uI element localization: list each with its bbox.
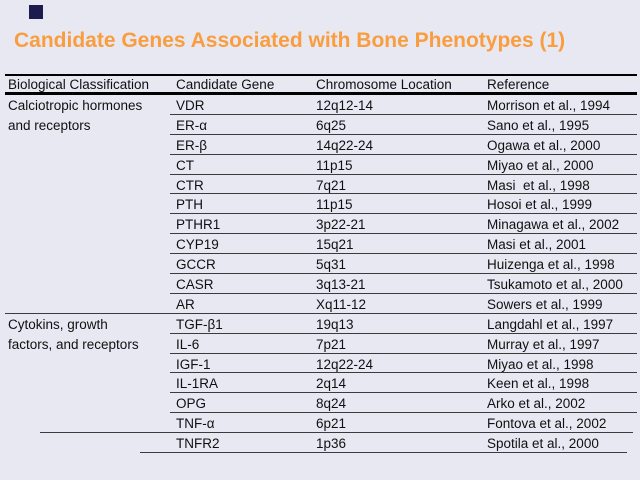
reference-cell: Masi et al., 2001 <box>487 237 587 253</box>
table-row: CYP19 15q21 Masi et al., 2001 <box>5 234 637 255</box>
reference-cell: Murray et al., 1997 <box>487 336 600 352</box>
candidate-gene-cell: CASR <box>176 277 214 293</box>
candidate-gene-cell: PTH <box>176 197 203 213</box>
table-row: IL-1RA 2q14 Keen et al., 1998 <box>5 373 637 394</box>
candidate-gene-cell: VDR <box>176 98 205 113</box>
column-header-candidate-gene: Candidate Gene <box>176 77 275 92</box>
column-header-biological-classification: Biological Classification <box>8 77 150 92</box>
table-row: CTR 7q21 Masi et al., 1998 <box>5 175 637 195</box>
candidate-gene-cell: AR <box>176 296 195 312</box>
chromosome-location-cell: Xq11-12 <box>316 296 367 312</box>
chromosome-location-cell: 11p15 <box>316 197 353 213</box>
table-row: IGF-1 12q22-24 Miyao et al., 1998 <box>5 354 637 374</box>
chromosome-location-cell: 6q25 <box>316 117 347 133</box>
column-header-reference: Reference <box>487 77 550 92</box>
chromosome-location-cell: 11p15 <box>316 157 353 173</box>
classification-label-cytokins: Cytokins, growth factors, and receptors <box>8 315 139 355</box>
candidate-gene-cell: IL-6 <box>176 336 200 352</box>
candidate-gene-cell: TNFR2 <box>176 436 220 452</box>
table-row: VDR 12q12-14 Morrison et al., 1994 <box>5 95 637 115</box>
reference-cell: Tsukamoto et al., 2000 <box>487 277 623 293</box>
candidate-gene-cell: CT <box>176 157 194 173</box>
slide-title: Candidate Genes Associated with Bone Phe… <box>14 29 566 52</box>
chromosome-location-cell: 3p22-21 <box>316 217 366 233</box>
candidate-gene-cell: TGF-β1 <box>176 316 223 332</box>
reference-cell: Hosoi et al., 1999 <box>487 197 593 213</box>
chromosome-location-cell: 1p36 <box>316 436 347 452</box>
candidate-gene-cell: OPG <box>176 396 207 412</box>
table-row: TNFR2 1p36 Spotila et al., 2000 <box>5 433 637 453</box>
reference-cell: Masi et al., 1998 <box>487 177 590 193</box>
candidate-gene-cell: PTHR1 <box>176 217 221 233</box>
table-row: PTH 11p15 Hosoi et al., 1999 <box>5 194 637 215</box>
chromosome-location-cell: 7p21 <box>316 336 347 352</box>
reference-cell: Spotila et al., 2000 <box>487 436 599 452</box>
candidate-gene-cell: ER-α <box>176 117 208 133</box>
chromosome-location-cell: 6p21 <box>316 416 347 432</box>
chromosome-location-cell: 2q14 <box>316 376 347 392</box>
classification-line: and receptors <box>8 117 91 133</box>
reference-cell: Sano et al., 1995 <box>487 117 590 133</box>
chromosome-location-cell: 8q24 <box>316 396 347 412</box>
reference-cell: Arko et al., 2002 <box>487 396 586 412</box>
classification-line: Calciotropic hormones <box>8 98 143 113</box>
table-row: AR Xq11-12 Sowers et al., 1999 <box>5 294 637 314</box>
reference-cell: Ogawa et al., 2000 <box>487 137 601 153</box>
reference-cell: Langdahl et al., 1997 <box>487 316 614 332</box>
chromosome-location-cell: 7q21 <box>316 177 347 193</box>
chromosome-location-cell: 5q31 <box>316 257 347 273</box>
chromosome-location-cell: 15q21 <box>316 237 354 253</box>
chromosome-location-cell: 12q12-14 <box>316 98 374 113</box>
table-row: ER-α 6q25 Sano et al., 1995 <box>5 115 637 135</box>
candidate-gene-cell: CTR <box>176 177 204 193</box>
table-header-row: Biological Classification Candidate Gene… <box>5 74 637 95</box>
candidate-genes-table: Biological Classification Candidate Gene… <box>5 74 637 453</box>
chromosome-location-cell: 12q22-24 <box>316 356 374 372</box>
candidate-gene-cell: ER-β <box>176 137 208 153</box>
table-row: TGF-β1 19q13 Langdahl et al., 1997 <box>5 314 637 334</box>
reference-cell: Minagawa et al., 2002 <box>487 217 620 233</box>
reference-cell: Miyao et al., 1998 <box>487 356 594 372</box>
chromosome-location-cell: 19q13 <box>316 316 354 332</box>
reference-cell: Sowers et al., 1999 <box>487 296 603 312</box>
table-row: CASR 3q13-21 Tsukamoto et al., 2000 <box>5 274 637 294</box>
reference-cell: Huizenga et al., 1998 <box>487 257 615 273</box>
table-row: CT 11p15 Miyao et al., 2000 <box>5 155 637 175</box>
table-row: PTHR1 3p22-21 Minagawa et al., 2002 <box>5 214 637 235</box>
classification-line: Cytokins, growth <box>8 317 108 332</box>
candidate-gene-cell: TNF-α <box>176 416 215 432</box>
candidate-gene-cell: IGF-1 <box>176 356 211 372</box>
reference-cell: Morrison et al., 1994 <box>487 98 611 113</box>
chromosome-location-cell: 3q13-21 <box>316 277 366 293</box>
table-row: GCCR 5q31 Huizenga et al., 1998 <box>5 254 637 274</box>
candidate-gene-cell: CYP19 <box>176 237 219 253</box>
candidate-gene-cell: IL-1RA <box>176 376 219 392</box>
candidate-gene-cell: GCCR <box>176 257 216 273</box>
classification-line: factors, and receptors <box>8 336 139 352</box>
table-row: ER-β 14q22-24 Ogawa et al., 2000 <box>5 135 637 155</box>
table-row: OPG 8q24 Arko et al., 2002 <box>5 393 637 414</box>
reference-cell: Miyao et al., 2000 <box>487 157 594 173</box>
table-body: Calciotropic hormones and receptors Cyto… <box>5 95 637 453</box>
slide-decoration-square <box>29 5 43 19</box>
table-row: TNF-α 6p21 Fontova et al., 2002 <box>5 413 637 434</box>
chromosome-location-cell: 14q22-24 <box>316 137 374 153</box>
table-row: IL-6 7p21 Murray et al., 1997 <box>5 334 637 354</box>
reference-cell: Fontova et al., 2002 <box>487 416 607 432</box>
classification-label-calciotropic: Calciotropic hormones and receptors <box>8 96 142 136</box>
column-header-chromosome-location: Chromosome Location <box>316 77 452 92</box>
reference-cell: Keen et al., 1998 <box>487 376 590 392</box>
